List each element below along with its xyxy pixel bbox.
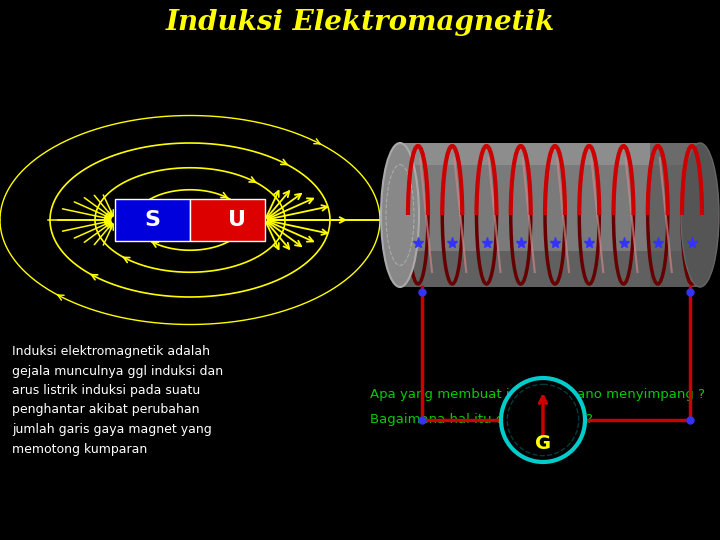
Text: U: U (228, 210, 246, 230)
Bar (400, 251, 700, 287)
Text: Induksi Elektromagnetik: Induksi Elektromagnetik (166, 9, 554, 36)
Text: S: S (145, 210, 161, 230)
Text: Apa yang membuat jarum galvano menyimpang ?: Apa yang membuat jarum galvano menyimpan… (370, 388, 705, 401)
Text: G: G (535, 434, 551, 453)
Bar (115, 199, 190, 241)
Bar (650, 143, 700, 287)
Text: Induksi elektromagnetik adalah
gejala munculnya ggl induksi dan
arus listrik ind: Induksi elektromagnetik adalah gejala mu… (12, 345, 223, 456)
Bar (400, 143, 700, 165)
Text: Bagaimana hal itu dapat terjadi ?: Bagaimana hal itu dapat terjadi ? (370, 413, 593, 426)
Circle shape (501, 378, 585, 462)
Ellipse shape (681, 143, 719, 287)
Ellipse shape (381, 143, 419, 287)
Bar (190, 199, 265, 241)
Bar (400, 143, 700, 287)
